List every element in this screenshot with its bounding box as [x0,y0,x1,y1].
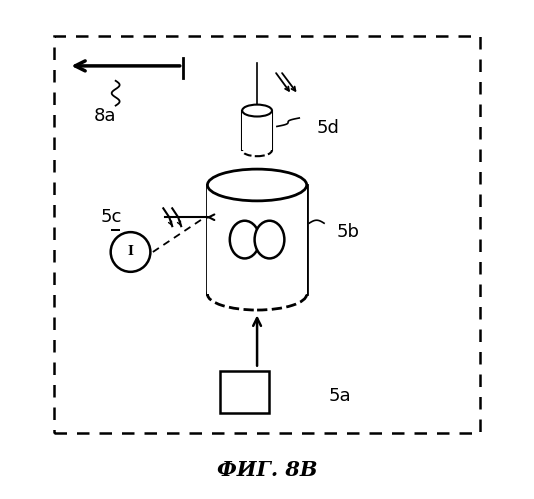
Circle shape [111,232,151,272]
Ellipse shape [207,278,307,310]
Ellipse shape [242,105,272,116]
Ellipse shape [207,169,307,201]
Text: 8a: 8a [93,106,116,125]
Text: I: I [128,246,134,258]
Polygon shape [207,185,307,294]
Ellipse shape [255,221,285,258]
Text: ФИГ. 8В: ФИГ. 8В [217,460,317,481]
Bar [53,36,481,433]
Text: 5d: 5d [317,119,340,137]
Bar [220,371,270,413]
Text: 5a: 5a [329,387,352,405]
Polygon shape [242,111,272,150]
Text: 5c: 5c [101,208,122,226]
Ellipse shape [242,144,272,156]
Ellipse shape [230,221,260,258]
Text: 5b: 5b [336,223,359,241]
